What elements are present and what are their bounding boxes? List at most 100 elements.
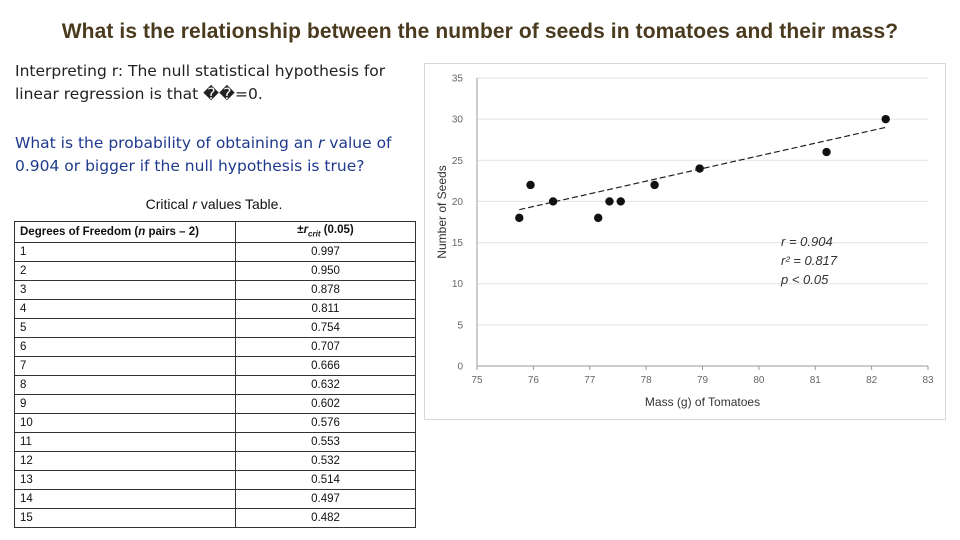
- y-tick-label: 25: [452, 156, 464, 167]
- data-point: [515, 213, 524, 223]
- data-point: [695, 164, 704, 173]
- stat-p: p < 0.05: [780, 272, 829, 287]
- df-cell: 7: [14, 356, 236, 377]
- df-cell: 10: [14, 413, 236, 434]
- r-crit-cell: 0.811: [235, 299, 416, 320]
- df-cell: 12: [14, 451, 236, 472]
- x-tick-label: 81: [810, 375, 822, 386]
- x-tick-label: 76: [528, 375, 540, 386]
- r-crit-cell: 0.514: [235, 470, 416, 491]
- header-r-crit: ±rcrit (0.05): [235, 220, 416, 244]
- r-crit-cell: 0.532: [235, 451, 416, 472]
- r-crit-cell: 0.553: [235, 432, 416, 453]
- critical-values-table: Degrees of Freedom (n pairs – 2) ±rcrit …: [14, 220, 416, 529]
- table-caption: Critical r values Table.: [14, 196, 414, 212]
- header-df-n: n: [138, 225, 146, 238]
- caption-post: values Table.: [196, 196, 283, 212]
- header-df-post: pairs – 2): [145, 225, 199, 238]
- table-row: 3 0.878: [14, 280, 416, 301]
- y-tick-label: 35: [452, 74, 464, 85]
- table-row: 1 0.997: [14, 242, 416, 263]
- df-cell: 2: [14, 261, 236, 282]
- x-tick-label: 77: [584, 375, 596, 386]
- x-axis-label: Mass (g) of Tomatoes: [645, 395, 760, 409]
- table-row: 10 0.576: [14, 413, 416, 434]
- interp-line1: Interpreting r: The null statistical hyp…: [15, 62, 386, 80]
- y-tick-label: 10: [452, 279, 464, 290]
- df-cell: 3: [14, 280, 236, 301]
- stat-r2: r² = 0.817: [781, 253, 838, 268]
- r-crit-cell: 0.707: [235, 337, 416, 358]
- y-tick-label: 5: [457, 320, 463, 331]
- df-cell: 5: [14, 318, 236, 339]
- data-point: [548, 197, 558, 206]
- null-hypothesis-text: Interpreting r: The null statistical hyp…: [15, 60, 415, 106]
- null-symbol: ��: [203, 85, 235, 103]
- scatter-chart-svg: 0 5 10 15 20 25 30 35 75 76 77 78 79 80 81 82 83 Mass (g)…: [435, 74, 934, 410]
- y-tick-label: 0: [457, 362, 463, 373]
- stat-r: r = 0.904: [781, 234, 833, 249]
- table-row: 2 0.950: [14, 261, 416, 282]
- x-tick-label: 82: [866, 375, 878, 386]
- caption-r: r: [192, 196, 197, 212]
- r-crit-cell: 0.666: [235, 356, 416, 377]
- r-crit-cell: 0.997: [235, 242, 416, 263]
- interp-line2: linear regression is that: [15, 85, 204, 103]
- table-row: 4 0.811: [14, 299, 416, 320]
- r-crit-cell: 0.950: [235, 261, 416, 282]
- table-row: 9 0.602: [14, 394, 416, 415]
- header-df-pre: Degrees of Freedom (: [20, 225, 139, 238]
- r-crit-cell: 0.878: [235, 280, 416, 301]
- table-header-row: Degrees of Freedom (n pairs – 2) ±rcrit …: [14, 220, 416, 244]
- r-crit-cell: 0.482: [235, 508, 416, 529]
- data-point: [605, 197, 614, 206]
- r-crit-cell: 0.754: [235, 318, 416, 339]
- table-row: 13 0.514: [14, 470, 416, 491]
- r-crit-cell: 0.632: [235, 375, 416, 396]
- header-r-sub: crit: [308, 229, 321, 239]
- header-r-r: r: [303, 224, 309, 236]
- df-cell: 6: [14, 337, 236, 358]
- header-r-alpha: (0.05): [320, 224, 354, 236]
- scatter-chart: 0 5 10 15 20 25 30 35 75 76 77 78 79 80 81 82 83 Mass (g)…: [424, 63, 946, 420]
- table-row: 6 0.707: [14, 337, 416, 358]
- data-point: [822, 147, 831, 157]
- data-point: [594, 213, 603, 223]
- table-row: 14 0.497: [14, 489, 416, 510]
- y-axis-label: Number of Seeds: [435, 165, 449, 258]
- y-tick-label: 30: [452, 115, 464, 126]
- table-row: 7 0.666: [14, 356, 416, 377]
- df-cell: 4: [14, 299, 236, 320]
- question-part1: What is the probability of obtaining an: [15, 134, 318, 152]
- question-r: r: [318, 134, 325, 152]
- header-degrees-of-freedom: Degrees of Freedom (n pairs – 2): [14, 220, 236, 244]
- df-cell: 8: [14, 375, 236, 396]
- r-crit-cell: 0.497: [235, 489, 416, 510]
- equals-sign: =: [234, 85, 248, 103]
- x-tick-label: 80: [753, 375, 765, 386]
- x-tick-label: 75: [471, 375, 483, 386]
- question-part2: value of 0.904 or bigger if the null hyp…: [15, 134, 392, 175]
- data-point: [526, 180, 535, 190]
- data-point: [616, 197, 625, 206]
- y-tick-label: 15: [452, 238, 464, 249]
- x-tick-label: 78: [641, 375, 653, 386]
- header-r-pm: ±: [297, 224, 304, 236]
- table-row: 12 0.532: [14, 451, 416, 472]
- probability-question: What is the probability of obtaining an …: [15, 132, 415, 178]
- slide-title: What is the relationship between the num…: [61, 20, 899, 43]
- df-cell: 11: [14, 432, 236, 453]
- data-point: [881, 114, 890, 124]
- df-cell: 13: [14, 470, 236, 491]
- caption-pre: Critical: [145, 196, 193, 212]
- df-cell: 9: [14, 394, 236, 415]
- df-cell: 15: [14, 508, 236, 529]
- table-row: 11 0.553: [14, 432, 416, 453]
- r-crit-cell: 0.576: [235, 413, 416, 434]
- table-row: 5 0.754: [14, 318, 416, 339]
- x-tick-label: 79: [697, 375, 709, 386]
- table-row: 8 0.632: [14, 375, 416, 396]
- y-tick-label: 20: [452, 197, 464, 208]
- table-row: 15 0.482: [14, 508, 416, 529]
- r-crit-cell: 0.602: [235, 394, 416, 415]
